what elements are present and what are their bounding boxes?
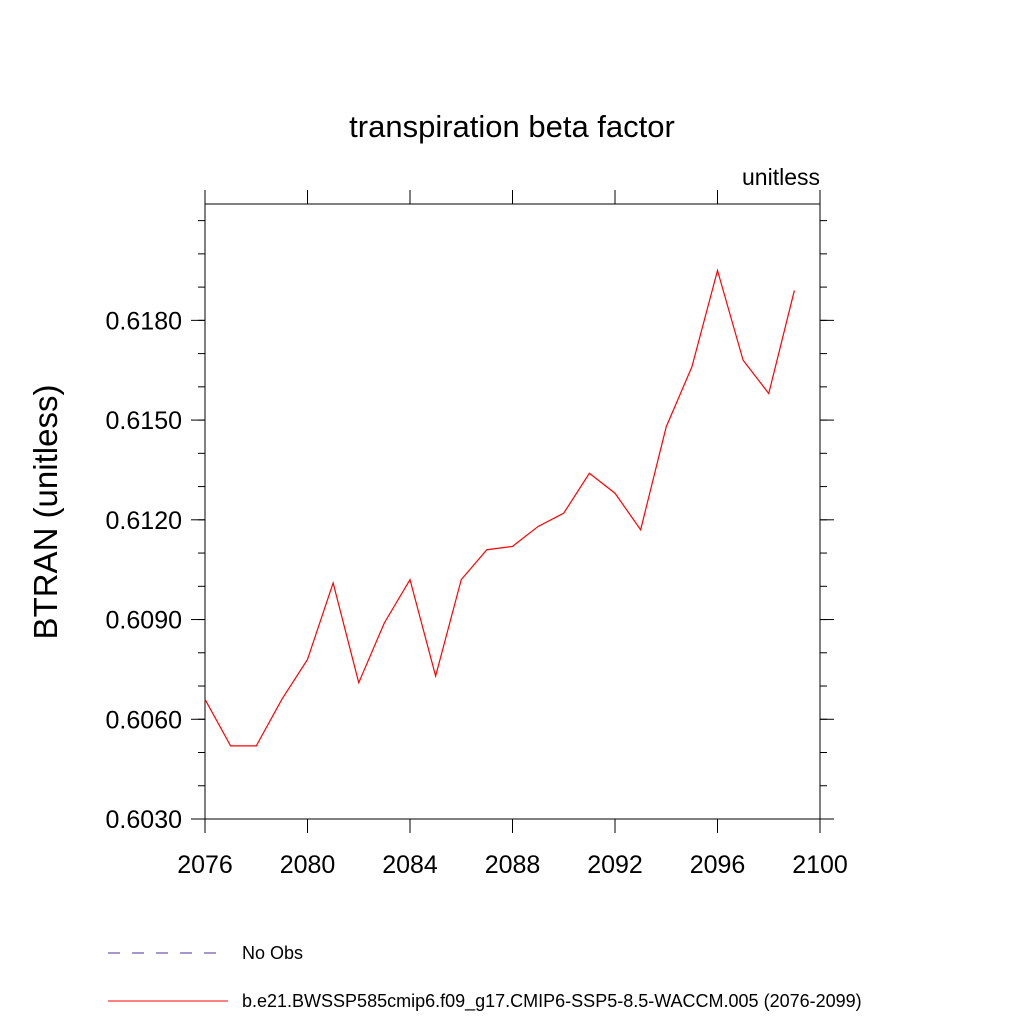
x-tick-label: 2096 (690, 851, 746, 879)
legend-label-no-obs: No Obs (242, 943, 303, 963)
x-tick-label: 2092 (587, 851, 643, 879)
x-tick-label: 2076 (177, 851, 233, 879)
y-ticks: 0.6030 0.6060 0.6090 0.6120 0.6150 0.6180 (106, 307, 834, 834)
chart-title: transpiration beta factor (349, 109, 675, 144)
y-tick-label: 0.6120 (106, 507, 182, 535)
x-tick-label: 2100 (792, 851, 848, 879)
x-tick-label: 2084 (382, 851, 438, 879)
y-tick-label: 0.6150 (106, 407, 182, 435)
legend-label-model-run: b.e21.BWSSP585cmip6.f09_g17.CMIP6-SSP5-8… (242, 991, 862, 1012)
y-tick-label: 0.6180 (106, 307, 182, 335)
minor-ticks (198, 220, 827, 820)
x-ticks: 2076 2080 2084 2088 2092 2096 2100 (177, 190, 848, 879)
plot-frame (204, 203, 821, 820)
y-tick-label: 0.6030 (106, 806, 182, 834)
units-label: unitless (742, 164, 820, 190)
y-axis-label: BTRAN (unitless) (27, 385, 64, 640)
series-layer (204, 268, 795, 747)
x-tick-label: 2088 (485, 851, 541, 879)
y-tick-label: 0.6090 (106, 607, 182, 635)
y-tick-label: 0.6060 (106, 706, 182, 734)
series-line-0 (204, 268, 795, 747)
x-tick-label: 2080 (280, 851, 336, 879)
legend: No Obs b.e21.BWSSP585cmip6.f09_g17.CMIP6… (108, 943, 862, 1012)
